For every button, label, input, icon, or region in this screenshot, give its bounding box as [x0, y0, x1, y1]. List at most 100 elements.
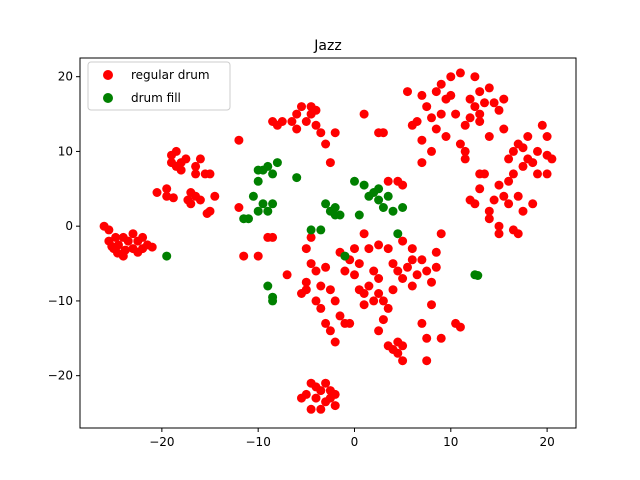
legend-marker-drum-fill: [103, 93, 113, 103]
point-regular-drum: [147, 242, 157, 252]
point-regular-drum: [528, 158, 538, 168]
point-regular-drum: [403, 262, 412, 272]
point-regular-drum: [431, 247, 441, 257]
point-regular-drum: [330, 337, 340, 347]
point-regular-drum: [427, 277, 436, 287]
point-regular-drum: [542, 132, 552, 141]
point-regular-drum: [533, 169, 542, 179]
point-regular-drum: [470, 199, 480, 209]
point-regular-drum: [431, 87, 441, 97]
point-regular-drum: [301, 389, 311, 399]
point-regular-drum: [378, 296, 388, 306]
point-regular-drum: [542, 169, 552, 179]
y-tick-label: −10: [48, 294, 73, 308]
point-regular-drum: [311, 266, 321, 276]
point-regular-drum: [427, 300, 436, 310]
point-regular-drum: [311, 296, 321, 306]
point-regular-drum: [162, 184, 172, 194]
point-regular-drum: [321, 262, 331, 272]
point-regular-drum: [138, 232, 148, 242]
point-regular-drum: [518, 143, 528, 153]
point-drum-fill: [268, 292, 278, 302]
point-regular-drum: [123, 236, 133, 246]
point-regular-drum: [431, 262, 441, 272]
point-regular-drum: [321, 378, 331, 388]
point-drum-fill: [350, 176, 359, 186]
y-tick-label: 0: [65, 219, 73, 233]
point-regular-drum: [168, 193, 178, 203]
point-regular-drum: [451, 109, 461, 119]
point-regular-drum: [359, 109, 369, 119]
ticks-layer: −20 −10 0 10 20 −20 −10 0 10 20: [48, 70, 555, 449]
plot-frame: [79, 57, 577, 429]
point-drum-fill: [263, 281, 273, 291]
point-regular-drum: [268, 232, 278, 242]
point-regular-drum: [282, 270, 292, 280]
point-regular-drum: [181, 154, 191, 164]
point-regular-drum: [427, 146, 436, 156]
point-regular-drum: [374, 240, 384, 250]
point-regular-drum: [369, 266, 379, 276]
point-regular-drum: [475, 184, 485, 194]
point-regular-drum: [393, 266, 403, 276]
point-regular-drum: [523, 132, 533, 141]
point-regular-drum: [465, 113, 475, 123]
point-regular-drum: [504, 199, 514, 209]
point-regular-drum: [364, 281, 374, 291]
legend-marker-regular-drum: [103, 70, 113, 80]
point-regular-drum: [388, 259, 398, 269]
point-regular-drum: [494, 180, 504, 190]
point-regular-drum: [494, 221, 504, 231]
point-regular-drum: [234, 135, 244, 145]
point-regular-drum: [369, 296, 379, 306]
point-regular-drum: [460, 146, 470, 156]
point-regular-drum: [484, 132, 494, 141]
point-regular-drum: [475, 87, 485, 97]
point-regular-drum: [364, 244, 374, 254]
point-regular-drum: [436, 333, 446, 343]
point-regular-drum: [301, 277, 311, 287]
point-regular-drum: [306, 378, 316, 388]
point-drum-fill: [398, 203, 408, 212]
point-regular-drum: [287, 117, 297, 126]
y-tick-label: −20: [48, 369, 73, 383]
point-regular-drum: [171, 146, 181, 156]
point-regular-drum: [104, 225, 114, 235]
point-regular-drum: [547, 154, 557, 164]
point-regular-drum: [499, 124, 509, 134]
point-regular-drum: [340, 266, 350, 276]
point-regular-drum: [253, 251, 263, 261]
x-tick-label: 0: [351, 435, 359, 449]
legend-label-drum-fill: drum fill: [131, 91, 181, 105]
point-regular-drum: [480, 169, 489, 179]
y-tick-label: 20: [58, 70, 73, 84]
point-regular-drum: [210, 191, 220, 201]
point-regular-drum: [489, 195, 499, 205]
point-regular-drum: [234, 203, 244, 212]
point-drum-fill: [268, 169, 278, 179]
point-regular-drum: [494, 105, 504, 115]
point-regular-drum: [398, 356, 408, 366]
point-regular-drum: [330, 389, 340, 399]
point-drum-fill: [393, 229, 403, 239]
point-regular-drum: [325, 326, 335, 336]
point-regular-drum: [330, 401, 340, 411]
point-regular-drum: [508, 146, 518, 156]
legend-label-regular-drum: regular drum: [131, 68, 210, 82]
point-regular-drum: [195, 154, 205, 164]
point-regular-drum: [431, 124, 441, 134]
point-drum-fill: [359, 180, 369, 190]
point-regular-drum: [417, 318, 427, 328]
point-regular-drum: [239, 251, 249, 261]
point-regular-drum: [412, 117, 422, 126]
point-regular-drum: [374, 289, 384, 298]
point-regular-drum: [350, 244, 359, 254]
point-regular-drum: [378, 128, 388, 138]
point-regular-drum: [316, 404, 326, 414]
point-drum-fill: [378, 203, 388, 212]
point-regular-drum: [422, 356, 432, 366]
point-regular-drum: [202, 209, 212, 218]
point-drum-fill: [244, 214, 253, 224]
point-regular-drum: [484, 214, 494, 224]
